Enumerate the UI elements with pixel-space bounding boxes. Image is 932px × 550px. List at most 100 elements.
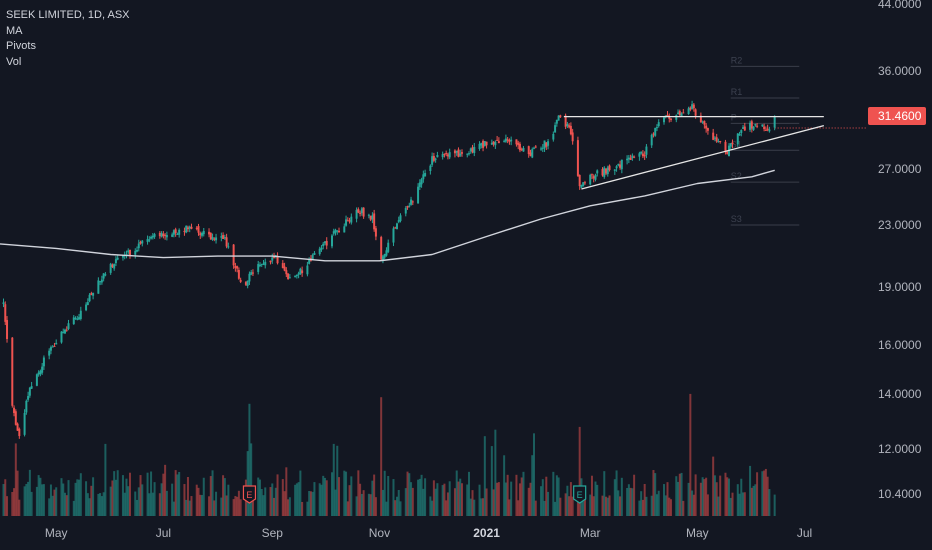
- candle-body: [35, 374, 38, 386]
- volume-bar: [395, 496, 398, 516]
- volume-bar: [445, 500, 448, 516]
- candle-body: [201, 233, 204, 236]
- volume-bar: [27, 481, 30, 516]
- volume-bar: [763, 470, 766, 516]
- candle-body: [49, 347, 52, 351]
- volume-bar: [431, 500, 434, 516]
- candle-body: [726, 151, 729, 155]
- volume-bar: [576, 497, 579, 516]
- candle-body: [222, 235, 225, 239]
- candle-body: [554, 125, 557, 133]
- time-tick-label: Jul: [156, 526, 171, 540]
- volume-bar: [434, 488, 437, 516]
- volume-bar: [468, 471, 471, 516]
- candle-body: [540, 148, 543, 150]
- volume-bar: [232, 499, 235, 516]
- candle-body: [592, 176, 595, 179]
- earnings-marker[interactable]: E: [573, 485, 587, 504]
- volume-bar: [30, 491, 33, 516]
- indicator-vol[interactable]: Vol: [6, 55, 22, 68]
- volume-bar: [336, 445, 339, 516]
- volume-bar: [517, 500, 520, 516]
- indicator-pivots[interactable]: Pivots: [6, 40, 36, 52]
- candle-body: [323, 241, 326, 244]
- candle-body: [141, 240, 144, 244]
- candle-body: [620, 159, 623, 170]
- volume-bar: [49, 484, 52, 516]
- candle-body: [446, 154, 449, 157]
- volume-bar: [641, 499, 644, 516]
- volume-bar: [527, 487, 530, 516]
- candle-body: [715, 137, 718, 142]
- candle-body: [306, 265, 309, 275]
- volume-bar: [645, 496, 648, 516]
- candle-body: [137, 243, 140, 249]
- candle-body: [666, 114, 669, 117]
- candle-body: [209, 232, 212, 240]
- candle-body: [172, 230, 175, 235]
- candle-body: [150, 236, 153, 239]
- volume-bar: [555, 475, 558, 516]
- volume-bar: [620, 477, 623, 516]
- candle-body: [761, 124, 764, 127]
- volume-bar: [28, 469, 31, 516]
- indicator-ma[interactable]: MA: [6, 24, 23, 37]
- trendlines: [563, 116, 825, 190]
- volume-bar: [158, 493, 161, 516]
- support-trendline[interactable]: [581, 124, 825, 190]
- candle-body: [594, 175, 597, 180]
- symbol-title[interactable]: SEEK LIMITED, 1D, ASX: [6, 9, 130, 21]
- time-axis[interactable]: May Jul Sep Nov 2021 Mar May Jul: [45, 526, 812, 540]
- volume-bar: [543, 500, 546, 516]
- candle-body: [185, 225, 188, 233]
- volume-bar: [330, 472, 333, 516]
- price-axis[interactable]: 44.0000 36.0000 31.4600 27.0000 23.0000 19.00…: [868, 0, 926, 501]
- volume-bar: [100, 496, 103, 516]
- candle-body: [420, 179, 423, 185]
- candle-body: [457, 149, 460, 157]
- volume-bar: [552, 471, 555, 516]
- time-tick-label: May: [45, 526, 68, 540]
- volume-bar: [97, 493, 100, 516]
- volume-bar: [547, 491, 550, 516]
- volume-bar: [742, 492, 745, 516]
- candle-body: [183, 230, 186, 233]
- candle-body: [736, 133, 739, 145]
- candle-body: [367, 214, 370, 216]
- volume-bar: [768, 489, 771, 516]
- volume-bar: [508, 499, 511, 516]
- volume-bar: [568, 496, 571, 516]
- candle-body: [65, 329, 68, 331]
- volume-bar: [287, 499, 290, 516]
- volume-bar: [274, 487, 277, 516]
- volume-bar: [432, 480, 435, 516]
- volume-bar: [666, 482, 669, 516]
- volume-bar: [299, 470, 302, 516]
- volume-bar: [42, 484, 45, 516]
- volume-bar: [60, 478, 63, 516]
- volume-bar: [466, 484, 469, 516]
- volume-bar: [680, 472, 683, 516]
- candle-body: [738, 133, 741, 136]
- candle-body: [360, 208, 363, 214]
- candle-body: [468, 153, 471, 155]
- candle-body: [652, 133, 655, 135]
- volume-bar: [436, 483, 439, 516]
- candle-body: [534, 146, 537, 148]
- candle-body: [369, 215, 372, 220]
- volume-bar: [617, 490, 620, 516]
- volume-bar: [496, 482, 499, 516]
- earnings-marker[interactable]: E: [242, 485, 257, 504]
- volume-bar: [420, 474, 423, 516]
- volume-bar: [738, 493, 741, 516]
- volume-bar: [596, 484, 599, 516]
- volume-bar: [692, 494, 695, 516]
- candle-body: [236, 266, 239, 269]
- candle-body: [478, 143, 481, 150]
- volume-bar: [594, 481, 597, 516]
- candle-body: [601, 169, 604, 176]
- volume-bar: [215, 491, 218, 516]
- volume-bar: [334, 489, 337, 516]
- candle-body: [332, 231, 335, 234]
